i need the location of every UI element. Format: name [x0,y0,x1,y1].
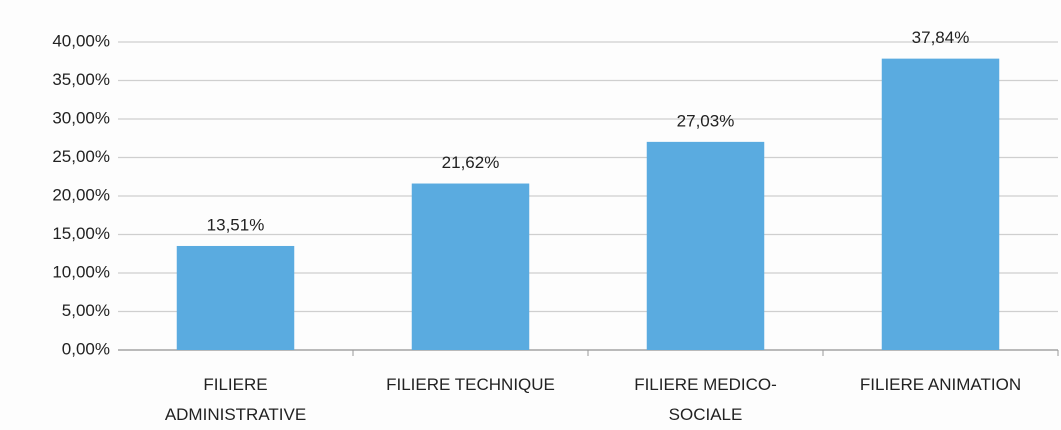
x-tick-label: FILIERE ANIMATION [859,375,1022,394]
y-tick-label: 35,00% [52,70,110,89]
x-tick-label: FILIERE TECHNIQUE [386,375,555,394]
bar [411,183,530,350]
y-tick-label: 20,00% [52,185,110,204]
y-tick-label: 40,00% [52,31,110,50]
y-tick-label: 10,00% [52,262,110,281]
y-tick-label: 25,00% [52,147,110,166]
value-label: 21,62% [442,153,500,172]
y-tick-label: 15,00% [52,224,110,243]
value-label: 27,03% [677,111,735,130]
y-tick-label: 30,00% [52,108,110,127]
x-tick-label: FILIERE MEDICO-SOCIALE [634,375,777,424]
bar [881,58,1000,351]
x-tick-label: FILIERE ADMINISTRATIVE [164,375,307,424]
bar [646,141,765,350]
bar [176,245,295,350]
y-tick-label: 0,00% [62,339,110,358]
y-tick-label: 5,00% [62,301,110,320]
value-label: 13,51% [207,215,265,234]
value-label: 37,84% [912,28,970,47]
